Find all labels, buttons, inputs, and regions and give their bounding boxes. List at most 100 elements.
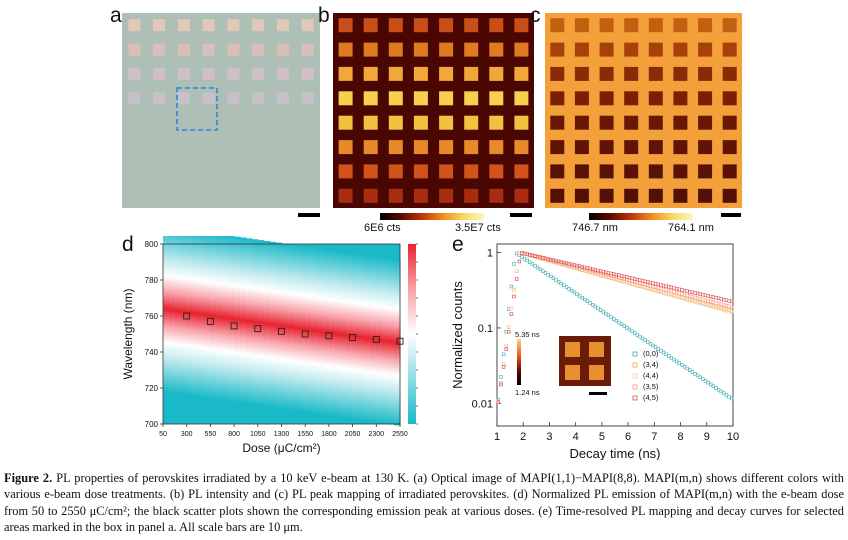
grid-square bbox=[128, 43, 141, 56]
x-tick-label: 8 bbox=[677, 431, 683, 443]
decay-point bbox=[651, 343, 655, 348]
x-tick-label: 6 bbox=[625, 431, 631, 443]
grid-square bbox=[464, 188, 479, 203]
heatmap-band bbox=[228, 236, 235, 402]
grid-square bbox=[439, 140, 454, 155]
grid-square bbox=[338, 66, 353, 81]
decay-point bbox=[515, 277, 519, 281]
decay-chart: 0.01 0.1 1 1 2 3 4 5 6 7 8 9 10 Decay time (ns) Normal… bbox=[450, 243, 739, 460]
grid-square bbox=[648, 115, 663, 130]
grid-square bbox=[489, 188, 504, 203]
inset-colorbar bbox=[517, 339, 521, 385]
grid-square bbox=[698, 91, 713, 106]
legend-label: (4,5) bbox=[643, 393, 659, 402]
grid-square bbox=[599, 140, 614, 155]
heatmap-band bbox=[299, 246, 306, 412]
colorbar-c-max: 764.1 nm bbox=[668, 222, 714, 234]
inset-square bbox=[589, 342, 604, 357]
grid-square bbox=[276, 19, 289, 32]
grid-square bbox=[413, 188, 428, 203]
grid-square bbox=[624, 188, 639, 203]
decay-point bbox=[698, 375, 702, 379]
grid-square bbox=[599, 91, 614, 106]
y-tick-label: 0.01 bbox=[472, 398, 493, 410]
grid-square bbox=[363, 18, 378, 33]
grid-square bbox=[489, 115, 504, 130]
grid-square bbox=[439, 164, 454, 179]
grid-square bbox=[388, 115, 403, 130]
heatmap-band bbox=[245, 238, 253, 404]
heatmap-band bbox=[222, 236, 229, 401]
decay-point bbox=[572, 290, 577, 295]
grid-square bbox=[698, 140, 713, 155]
grid-square bbox=[153, 92, 166, 105]
grid-square bbox=[624, 140, 639, 155]
grid-square bbox=[202, 43, 215, 56]
grid-square bbox=[698, 18, 713, 33]
grid-square bbox=[550, 66, 565, 81]
heatmap-band bbox=[287, 244, 294, 410]
grid-square bbox=[722, 188, 737, 203]
grid-square bbox=[363, 164, 378, 179]
decay-point bbox=[512, 262, 516, 266]
pl-intensity-map bbox=[333, 13, 534, 208]
decay-point bbox=[690, 370, 695, 374]
y-tick-label: 1 bbox=[487, 248, 493, 260]
decay-point bbox=[554, 278, 558, 282]
peak-marker bbox=[349, 334, 357, 342]
grid-square bbox=[276, 67, 289, 80]
heatmap-band bbox=[234, 236, 241, 403]
scale-bar-b bbox=[510, 213, 532, 217]
scale-bar-a bbox=[298, 213, 320, 217]
decay-point bbox=[501, 365, 506, 369]
grid-square bbox=[514, 66, 529, 81]
decay-point bbox=[496, 400, 501, 404]
x-tick-label: 1550 bbox=[297, 431, 313, 438]
heatmap-band bbox=[257, 240, 265, 406]
decay-point bbox=[638, 334, 642, 339]
grid-square bbox=[624, 42, 639, 57]
grid-square bbox=[413, 66, 428, 81]
grid-square bbox=[153, 67, 166, 80]
grid-square bbox=[722, 66, 737, 81]
decay-point bbox=[640, 336, 645, 341]
panel-label-b: b bbox=[318, 4, 330, 27]
peak-marker bbox=[278, 327, 285, 335]
decay-point bbox=[520, 255, 524, 259]
grid-square bbox=[363, 188, 378, 203]
inset-min-label: 1.24 ns bbox=[515, 388, 540, 397]
grid-square bbox=[624, 91, 639, 106]
heatmap-band bbox=[311, 247, 318, 414]
x-tick-label: 2 bbox=[520, 431, 526, 443]
colorbar-b-min: 6E6 cts bbox=[364, 222, 401, 234]
scale-bar-c bbox=[721, 213, 741, 217]
heatmap-band bbox=[168, 236, 176, 393]
decay-point bbox=[535, 265, 540, 270]
grid-square bbox=[252, 19, 265, 32]
grid-square bbox=[698, 42, 713, 57]
grid-square bbox=[276, 92, 289, 105]
grid-square bbox=[388, 42, 403, 57]
x-tick-label: 7 bbox=[651, 431, 657, 443]
heatmap-band bbox=[240, 237, 247, 404]
grid-square bbox=[550, 115, 565, 130]
decay-point bbox=[588, 301, 592, 305]
heatmap-band bbox=[364, 255, 371, 422]
decay-point bbox=[646, 340, 650, 344]
grid-square bbox=[673, 42, 688, 57]
grid-square bbox=[550, 140, 565, 155]
grid-square bbox=[574, 18, 589, 33]
grid-square bbox=[673, 140, 688, 155]
heatmap-band bbox=[322, 249, 330, 416]
heatmap-band bbox=[263, 240, 271, 407]
grid-square bbox=[514, 115, 529, 130]
grid-square bbox=[574, 188, 589, 203]
grid-square bbox=[722, 140, 737, 155]
x-tick-label: 9 bbox=[704, 431, 710, 443]
grid-square bbox=[388, 188, 403, 203]
decay-point bbox=[630, 329, 634, 334]
grid-square bbox=[301, 92, 314, 105]
peak-marker bbox=[372, 335, 380, 343]
grid-square bbox=[624, 164, 639, 179]
peak-marker bbox=[254, 325, 262, 333]
